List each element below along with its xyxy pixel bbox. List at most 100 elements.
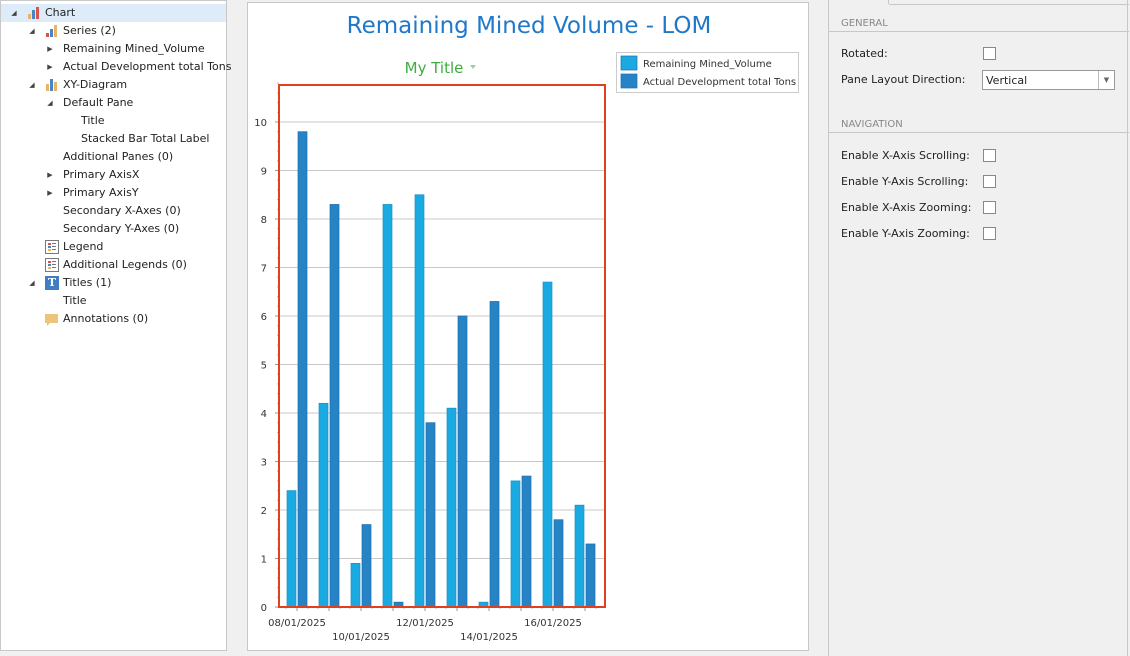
legend-swatch: [620, 73, 638, 89]
nav-option-checkbox[interactable]: [983, 227, 996, 240]
expand-icon[interactable]: ▶: [47, 63, 53, 71]
legend: [616, 52, 799, 93]
chart-elements-tree[interactable]: ◢ Chart ◢ Series (2) ▶ Remaining Mined_Volume…: [0, 0, 231, 651]
tree-item[interactable]: ▶ Primary AxisX: [1, 166, 139, 184]
collapse-icon[interactable]: ◢: [29, 81, 35, 89]
bar-actual: [585, 543, 596, 608]
bar-remaining: [414, 194, 425, 608]
y-tick-label: 3: [261, 458, 267, 469]
bar-actual: [457, 315, 468, 608]
tree-item-label: Chart: [45, 6, 76, 19]
bar-actual: [329, 204, 340, 608]
tree-item-label: Legend: [63, 240, 104, 253]
bar-actual: [361, 524, 372, 608]
section-navigation: NAVIGATION: [841, 119, 903, 130]
expand-icon[interactable]: ▶: [47, 45, 53, 53]
pane-layout-label: Pane Layout Direction:: [841, 73, 966, 86]
bar-actual: [297, 131, 308, 608]
tree-item-label: Actual Development total Tons: [63, 60, 232, 73]
nav-option-checkbox[interactable]: [983, 149, 996, 162]
rotated-label: Rotated:: [841, 47, 888, 60]
tree-item[interactable]: Annotations (0): [1, 310, 148, 328]
chart-svg: Remaining Mined Volume - LOM My Title 0 1 2 3…: [254, 13, 799, 643]
tree-item-label: Remaining Mined_Volume: [63, 42, 205, 55]
tree-item[interactable]: ◢ Default Pane: [1, 94, 133, 112]
section-general: GENERAL: [841, 18, 888, 29]
y-tick-label: 2: [261, 506, 267, 517]
tree-item[interactable]: Title: [1, 112, 105, 130]
properties-panel: GENERAL Rotated: Pane Layout Direction: …: [828, 0, 1129, 656]
tree-item[interactable]: ◢ XY-Diagram: [1, 76, 127, 94]
bar-remaining: [510, 480, 521, 608]
annotation-icon: [45, 312, 59, 326]
nav-option-checkbox[interactable]: [983, 201, 996, 214]
y-tick-label: 9: [261, 167, 267, 178]
bar-remaining: [446, 407, 457, 608]
x-tick-label: 16/01/2025: [524, 618, 582, 629]
y-tick-label: 10: [254, 118, 267, 129]
pane-layout-select[interactable]: Vertical ▼: [982, 70, 1115, 90]
tree-item-label: Additional Panes (0): [63, 150, 174, 163]
bar-remaining: [286, 490, 297, 608]
tree-item[interactable]: Stacked Bar Total Label: [1, 130, 209, 148]
tree-item[interactable]: ◢ T Titles (1): [1, 274, 111, 292]
chart-title: Remaining Mined Volume - LOM: [347, 13, 712, 39]
tree-item[interactable]: ▶ Primary AxisY: [1, 184, 139, 202]
expand-icon[interactable]: ▶: [47, 171, 53, 179]
nav-option-label: Enable Y-Axis Zooming:: [841, 227, 970, 240]
y-tick-label: 5: [261, 361, 267, 372]
legend-icon: [45, 240, 59, 254]
bar-remaining: [574, 504, 585, 608]
expand-icon[interactable]: ▶: [47, 189, 53, 197]
chevron-down-icon[interactable]: ▼: [1098, 71, 1114, 89]
nav-option-checkbox[interactable]: [983, 175, 996, 188]
tree-item[interactable]: ▶ Remaining Mined_Volume: [1, 40, 205, 58]
tree-item-label: Titles (1): [63, 276, 112, 289]
collapse-icon[interactable]: ◢: [11, 9, 17, 17]
tree-item[interactable]: ◢ Chart: [1, 4, 226, 22]
bar-remaining: [382, 204, 393, 608]
tab-header[interactable]: [829, 0, 889, 4]
collapse-icon[interactable]: ◢: [47, 99, 53, 107]
y-tick-label: 6: [261, 312, 267, 323]
y-tick-label: 8: [261, 215, 267, 226]
tree-item[interactable]: Secondary X-Axes (0): [1, 202, 181, 220]
legend-icon: [45, 258, 59, 272]
tree-item[interactable]: Additional Panes (0): [1, 148, 173, 166]
tree-item[interactable]: Legend: [1, 238, 103, 256]
collapse-icon[interactable]: ◢: [29, 279, 35, 287]
nav-option-label: Enable Y-Axis Scrolling:: [841, 175, 969, 188]
diagram-icon: [45, 78, 59, 92]
tree-item[interactable]: Additional Legends (0): [1, 256, 187, 274]
x-tick-label: 14/01/2025: [460, 632, 518, 643]
tree-item[interactable]: ◢ Series (2): [1, 22, 116, 40]
rotated-checkbox[interactable]: [983, 47, 996, 60]
legend-label: Remaining Mined_Volume: [643, 59, 772, 70]
pane-layout-value: Vertical: [986, 74, 1028, 87]
series-icon: [45, 24, 59, 38]
chart-icon: [27, 6, 41, 20]
title-icon: T: [45, 276, 59, 290]
tree-item[interactable]: Title: [1, 292, 87, 310]
tree-item-label: Primary AxisY: [63, 186, 139, 199]
tree-item-label: Primary AxisX: [63, 168, 140, 181]
tree-item-label: Default Pane: [63, 96, 134, 109]
tree-item[interactable]: Secondary Y-Axes (0): [1, 220, 179, 238]
x-tick-label: 10/01/2025: [332, 632, 390, 643]
y-tick-label: 0: [261, 603, 267, 614]
bar-remaining: [350, 562, 361, 608]
chart-preview: Remaining Mined Volume - LOM My Title 0 1 2 3…: [247, 2, 809, 651]
pane-border: [278, 84, 606, 608]
bar-remaining: [318, 402, 329, 608]
collapse-icon[interactable]: ◢: [29, 27, 35, 35]
chevron-down-icon: [470, 65, 476, 69]
legend-swatch: [620, 55, 638, 71]
tree-item[interactable]: ▶ Actual Development total Tons: [1, 58, 231, 76]
tree-item-label: Secondary Y-Axes (0): [63, 222, 180, 235]
bar-remaining: [542, 281, 553, 608]
chart-subtitle: My Title: [405, 59, 464, 77]
tree-item-label: Title: [63, 294, 87, 307]
y-tick-label: 4: [261, 409, 267, 420]
tree-item-label: Annotations (0): [63, 312, 149, 325]
tree-item-label: Stacked Bar Total Label: [81, 132, 210, 145]
